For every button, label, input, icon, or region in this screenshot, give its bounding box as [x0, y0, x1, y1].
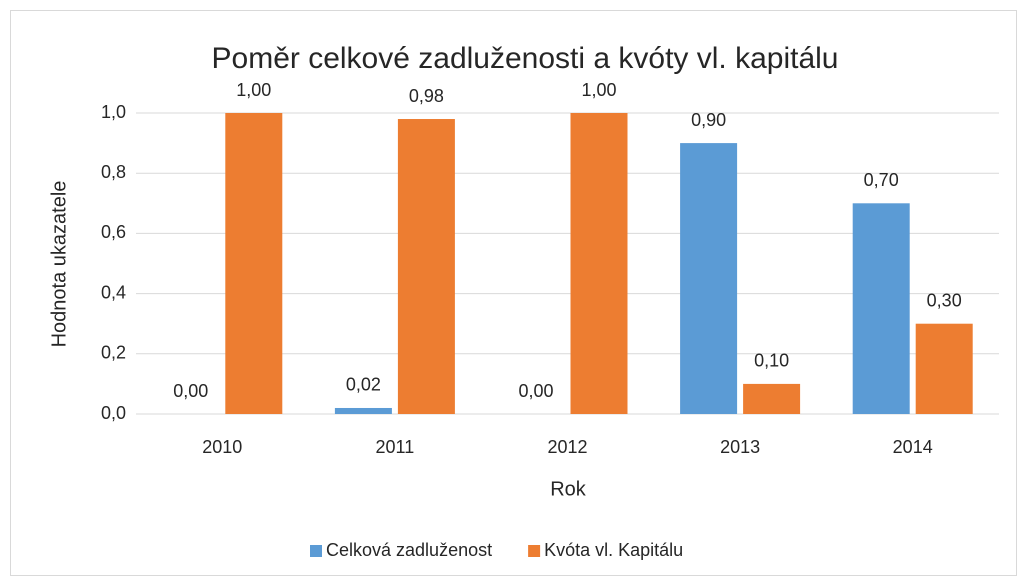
value-label: 0,00	[173, 381, 208, 401]
bar	[852, 203, 910, 414]
legend-label: Celková zadluženost	[326, 540, 492, 560]
legend-label: Kvóta vl. Kapitálu	[544, 540, 683, 560]
x-axis-title: Rok	[550, 478, 587, 500]
chart-title: Poměr celkové zadluženosti a kvóty vl. k…	[212, 42, 839, 75]
value-label: 0,10	[754, 351, 789, 371]
bar	[570, 113, 628, 414]
value-label: 0,30	[927, 290, 962, 310]
bar	[743, 383, 801, 414]
value-label: 1,00	[236, 80, 271, 100]
bar	[225, 113, 283, 414]
x-tick-label: 2011	[376, 437, 415, 457]
value-label: 0,98	[409, 86, 444, 106]
x-tick-label: 2013	[720, 437, 760, 457]
y-tick-label: 0,8	[101, 162, 126, 182]
legend-swatch	[310, 545, 322, 557]
y-axis-title: Hodnota ukazatele	[48, 181, 70, 348]
x-tick-label: 2012	[547, 437, 587, 457]
y-tick-label: 0,4	[101, 282, 126, 302]
legend-swatch	[528, 545, 541, 557]
value-label: 0,02	[346, 375, 381, 395]
bar	[915, 323, 973, 414]
value-label: 0,90	[691, 110, 726, 130]
value-label: 1,00	[581, 80, 616, 100]
y-tick-label: 0,6	[101, 222, 126, 242]
x-tick-label: 2010	[202, 437, 242, 457]
value-label: 0,70	[864, 170, 899, 190]
x-tick-label: 2014	[893, 437, 933, 457]
y-tick-label: 0,2	[101, 343, 126, 363]
bar	[397, 119, 455, 415]
chart-border	[10, 10, 1017, 576]
bar	[334, 407, 392, 414]
y-tick-label: 1,0	[101, 102, 126, 122]
y-tick-label: 0,0	[101, 403, 126, 423]
bar	[680, 143, 738, 414]
value-label: 0,00	[518, 381, 553, 401]
